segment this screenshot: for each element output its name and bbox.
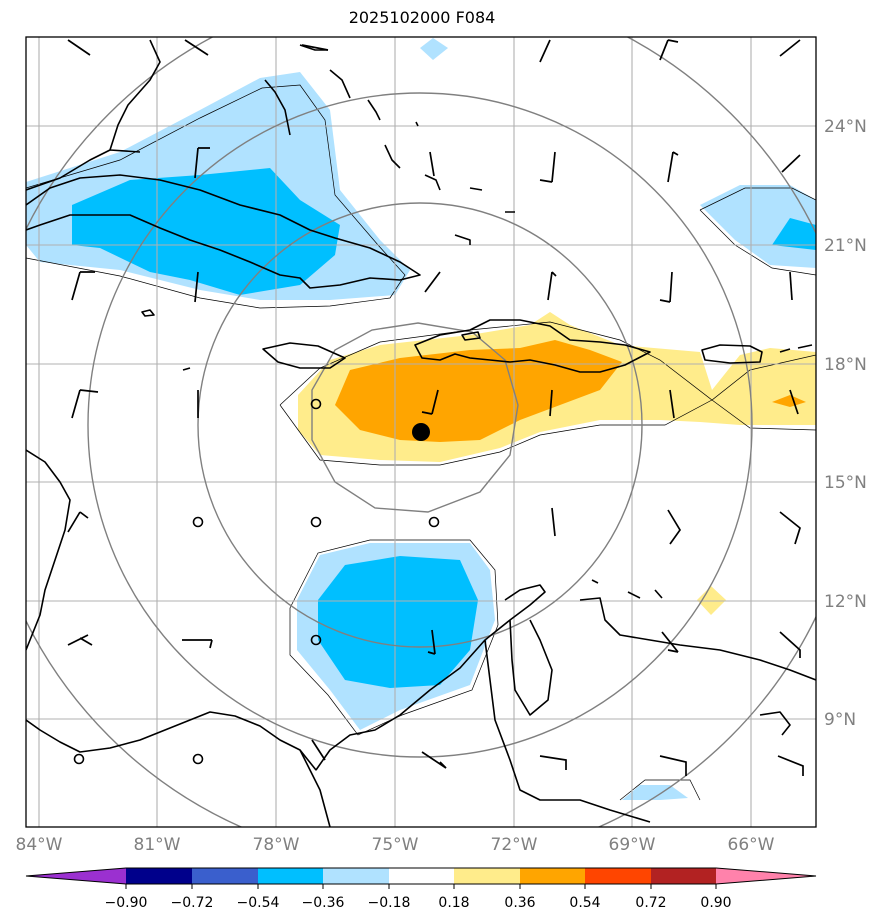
longitude-labels: 84°W 81°W 78°W 75°W 72°W 69°W 66°W	[16, 835, 775, 855]
lat-label: 24°N	[824, 117, 867, 137]
colorbar-swatch-4	[323, 868, 389, 884]
latitude-labels: 24°N 21°N 18°N 15°N 12°N 9°N	[824, 117, 867, 730]
range-ring-outer	[87, 92, 753, 758]
colorbar-swatch-7	[520, 868, 585, 884]
coast-jamaica	[262, 342, 346, 369]
lon-label: 78°W	[253, 835, 300, 855]
lon-label: 69°W	[609, 835, 656, 855]
colorbar-label: 0.18	[438, 895, 469, 911]
grid-lines	[26, 37, 816, 827]
colorbar-label: 0.36	[504, 895, 535, 911]
coast-trinidad	[759, 711, 791, 736]
coast-central-america	[26, 449, 71, 651]
colorbar-label: 0.54	[569, 895, 600, 911]
anomaly-region-ne-dark	[772, 218, 816, 250]
colorbar-label: −0.54	[237, 895, 280, 911]
map-title: 2025102000 F084	[348, 8, 496, 27]
anomaly-region-cuba-dark	[72, 168, 340, 295]
calm-markers	[73, 398, 440, 765]
coast-bahamas-3	[329, 69, 351, 99]
lat-label: 18°N	[824, 355, 867, 375]
anomaly-region-storm-dark	[335, 340, 622, 442]
coast-islands-top	[415, 121, 515, 245]
lat-label: 21°N	[824, 236, 867, 256]
coastlines	[26, 39, 816, 827]
lon-label: 66°W	[728, 835, 775, 855]
coast-venezuela	[399, 584, 816, 823]
colorbar-swatch-1	[126, 868, 192, 884]
colorbar: −0.90 −0.72 −0.54 −0.36 −0.18 0.18 0.36 …	[25, 867, 817, 911]
coast-bahamas-6	[424, 174, 441, 191]
colorbar-swatch-8	[585, 868, 651, 884]
lat-label: 12°N	[824, 592, 867, 612]
range-ring-middle	[197, 202, 643, 648]
anomaly-region-small-right	[772, 395, 806, 407]
colorbar-label: −0.36	[302, 895, 345, 911]
lat-label: 9°N	[824, 710, 856, 730]
coast-bahamas-4	[367, 99, 381, 121]
colorbar-label: 0.90	[700, 895, 731, 911]
coast-florida	[26, 39, 161, 191]
lon-label: 81°W	[134, 835, 181, 855]
colorbar-swatch-10	[716, 868, 816, 884]
lat-label: 15°N	[824, 473, 867, 493]
anomaly-region-south-dark	[318, 556, 478, 688]
coast-gonave	[461, 331, 481, 341]
anomaly-region-se-light	[622, 785, 688, 800]
coast-cuba	[26, 174, 421, 289]
coast-bahamas-1	[264, 79, 291, 136]
anomaly-fills	[26, 38, 816, 800]
lon-label: 75°W	[372, 835, 419, 855]
range-rings	[26, 37, 816, 827]
colorbar-label: −0.18	[368, 895, 411, 911]
storm-center-marker	[412, 423, 430, 441]
wind-barbs	[67, 39, 804, 776]
coast-islands-east	[779, 344, 813, 353]
colorbar-swatch-0	[26, 868, 126, 884]
coast-panama	[26, 711, 401, 771]
lon-label: 84°W	[16, 835, 63, 855]
colorbar-swatch-2	[192, 868, 258, 884]
lon-label: 72°W	[491, 835, 538, 855]
coast-puerto-rico	[701, 344, 763, 364]
colorbar-label: 0.72	[635, 895, 666, 911]
coast-isle-youth	[141, 309, 155, 317]
colorbar-label: −0.72	[171, 895, 214, 911]
colorbar-label: −0.90	[105, 895, 148, 911]
anomaly-region-ne-light	[700, 185, 816, 268]
coast-colombia	[299, 749, 331, 827]
colorbar-swatch-3	[258, 868, 323, 884]
coast-islands-abc	[591, 579, 663, 599]
colorbar-swatch-9	[651, 868, 716, 884]
colorbar-swatch-6	[454, 868, 520, 884]
coast-hispaniola	[414, 319, 651, 373]
map-area	[26, 37, 816, 827]
coast-caymans	[182, 367, 191, 371]
anomaly-region-top-small	[420, 38, 448, 60]
coast-bahamas-5	[384, 144, 401, 169]
map-frame	[25, 36, 817, 828]
colorbar-swatch-5	[389, 868, 454, 884]
range-ring-inner	[311, 322, 519, 513]
